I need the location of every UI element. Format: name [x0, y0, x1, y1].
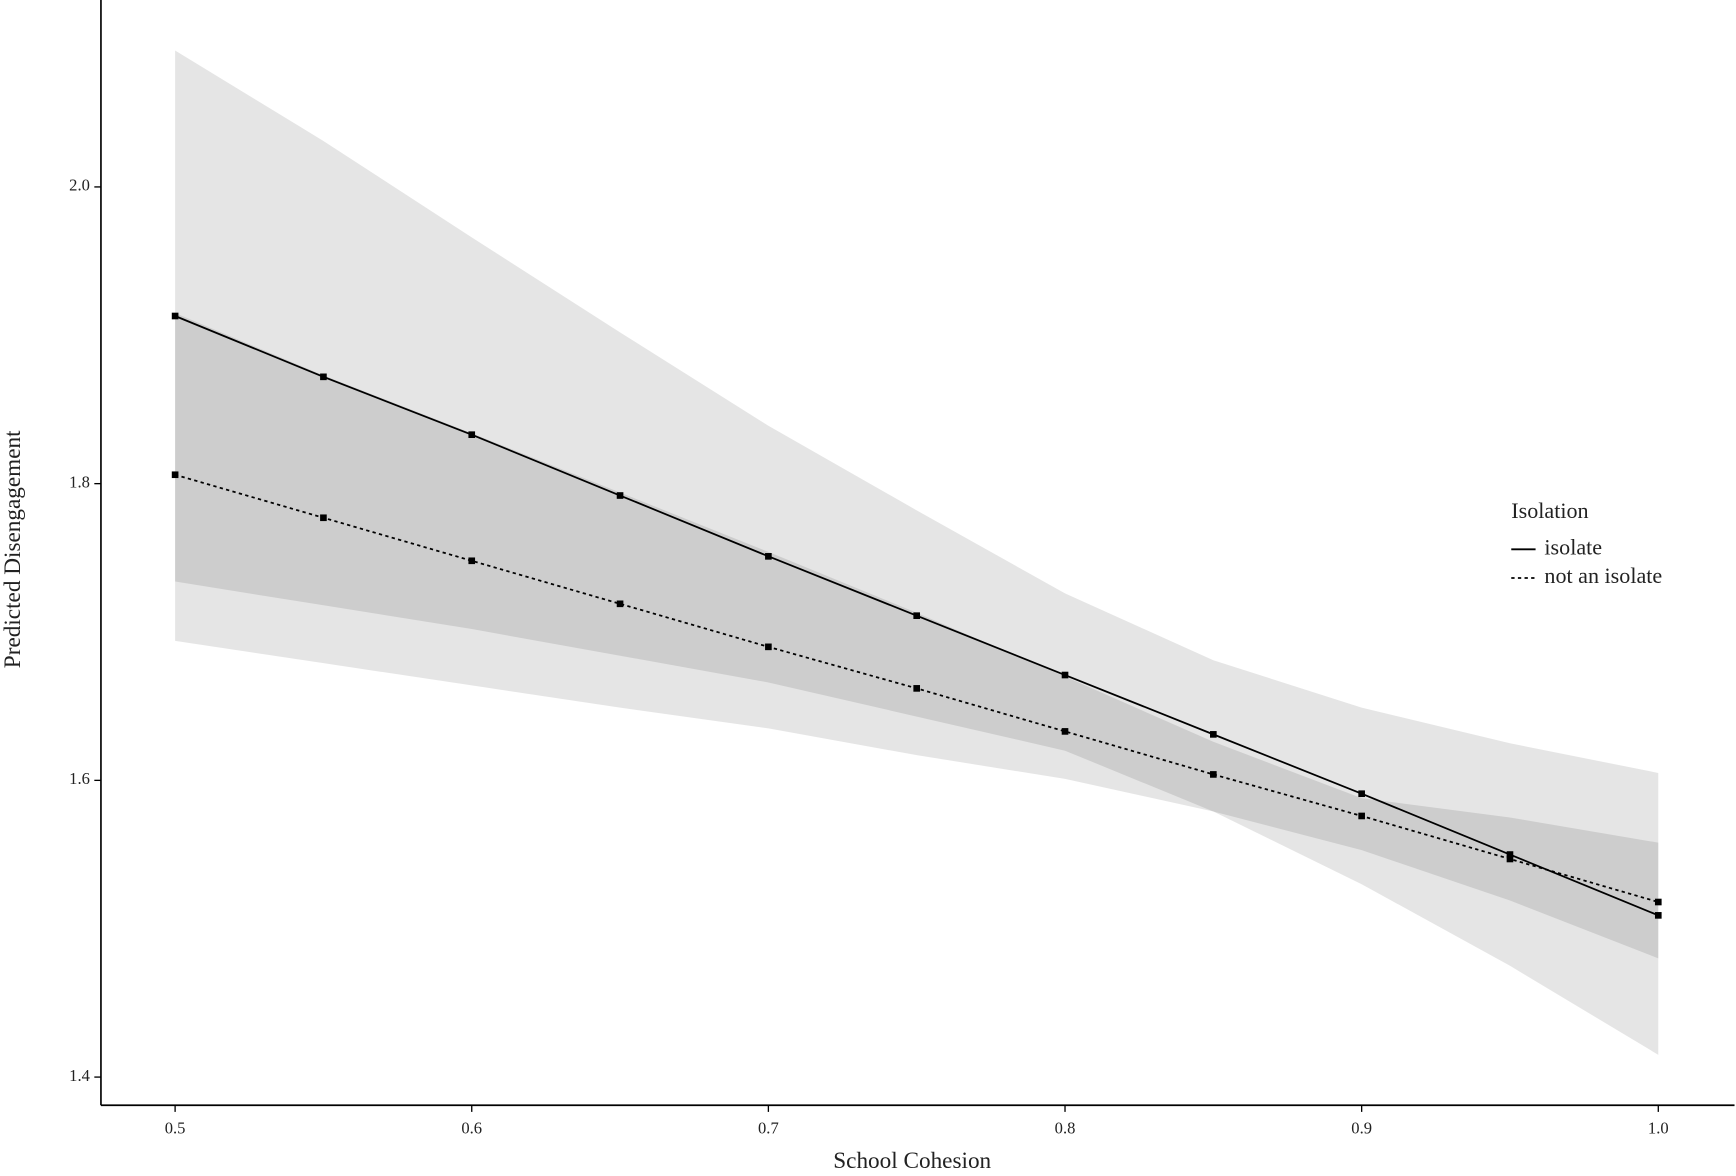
point [913, 612, 921, 619]
y-tick-label: 1.6 [69, 769, 90, 788]
point [913, 685, 921, 692]
x-tick-label: 0.5 [165, 1118, 186, 1137]
x-tick-label: 0.7 [758, 1118, 779, 1137]
point [616, 600, 624, 608]
y-tick-label: 2.0 [69, 176, 90, 195]
y-axis-title: Predicted Disengagement [0, 430, 26, 668]
point [1210, 731, 1217, 738]
y-tick-label: 1.8 [69, 472, 90, 491]
point [171, 471, 179, 479]
point [1654, 898, 1662, 906]
point [468, 431, 476, 439]
confidence-band [175, 50, 1659, 1055]
point [468, 557, 476, 565]
point [320, 373, 327, 381]
point [1506, 851, 1514, 858]
x-tick-label: 0.9 [1351, 1118, 1372, 1137]
point [1210, 771, 1217, 778]
y-tick-label: 1.4 [69, 1066, 90, 1085]
point [171, 312, 179, 320]
point [765, 553, 772, 560]
point [1506, 855, 1514, 863]
point [320, 514, 327, 522]
legend-title: Isolation [1511, 498, 1588, 523]
x-tick-label: 1.0 [1648, 1118, 1669, 1137]
x-axis-title: School Cohesion [833, 1148, 991, 1174]
point [1358, 812, 1365, 820]
legend-label: not an isolate [1544, 563, 1662, 588]
point [1061, 728, 1069, 735]
x-tick-label: 0.6 [461, 1118, 482, 1137]
point [1654, 912, 1662, 919]
point [1358, 790, 1365, 798]
point [616, 492, 624, 499]
point [1061, 671, 1069, 679]
legend-label: isolate [1544, 534, 1602, 559]
confidence-band [175, 313, 1659, 959]
x-tick-label: 0.8 [1055, 1118, 1076, 1137]
point [765, 643, 772, 651]
